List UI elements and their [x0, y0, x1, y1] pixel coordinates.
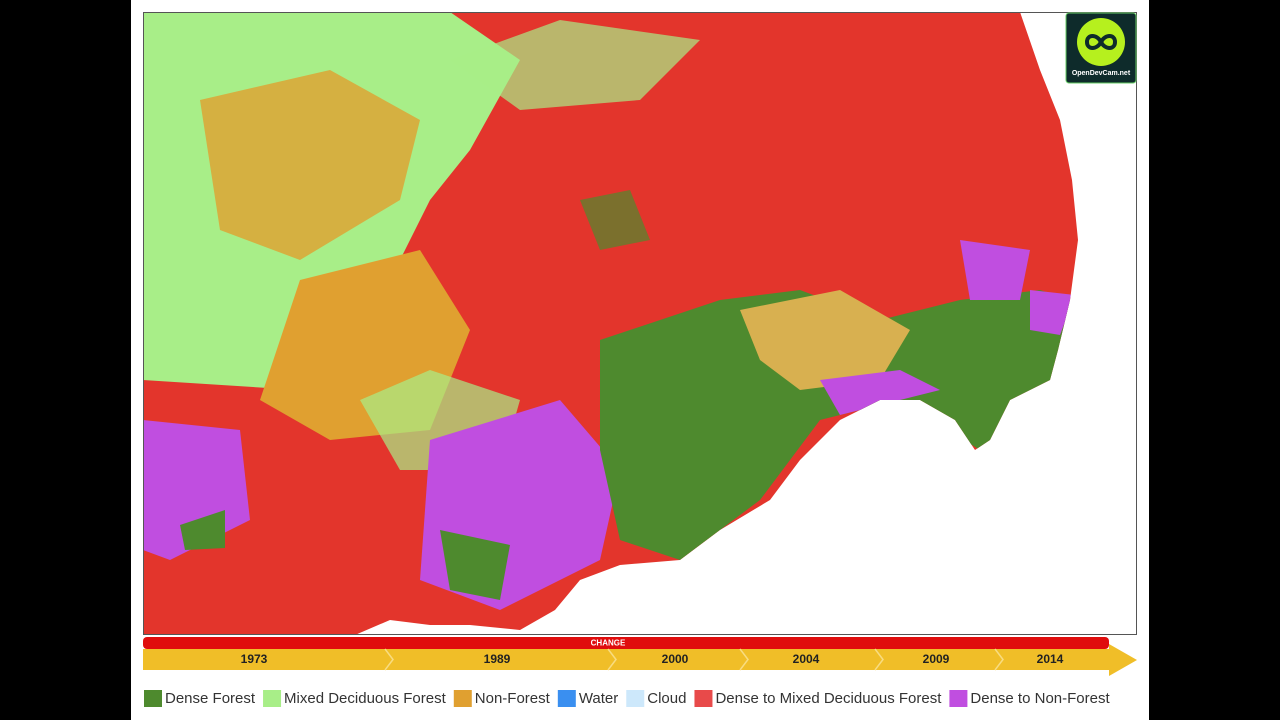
map: [143, 12, 1137, 635]
legend-label: Water: [579, 690, 618, 707]
legend-swatch: [453, 690, 472, 707]
legend-swatch: [557, 690, 576, 707]
legend-swatch: [144, 690, 162, 707]
timeline-separator: [384, 648, 394, 671]
timeline-year: 2009: [923, 652, 950, 666]
legend-swatch: [949, 690, 968, 707]
legend-swatch: [626, 690, 645, 707]
timeline-separator: [874, 648, 884, 671]
legend-label: Mixed Deciduous Forest: [284, 690, 447, 707]
logo-text: OpenDevCam.net: [1072, 70, 1131, 77]
timeline-label: CHANGE: [591, 639, 626, 648]
legend-label: Non-Forest: [475, 690, 551, 707]
timeline-separator: [739, 648, 749, 671]
timeline-year: 1973: [241, 652, 268, 666]
legend-label: Dense to Mixed Deciduous Forest: [715, 690, 942, 707]
legend-label: Dense Forest: [165, 690, 256, 707]
legend-label: Cloud: [647, 690, 686, 707]
legend-swatch: [694, 690, 713, 707]
timeline-year: 2000: [662, 652, 689, 666]
legend: Dense Forest Mixed Deciduous Forest Non-Fo…: [144, 690, 1110, 707]
timeline: CHANGE 1973 1989 2000 2004 2009 2014: [143, 637, 1137, 676]
timeline-separator: [607, 648, 617, 671]
timeline-year: 2014: [1037, 652, 1064, 666]
timeline-year: 1989: [484, 652, 511, 666]
logo: OpenDevCam.net: [1065, 12, 1137, 84]
timeline-separator: [994, 648, 1004, 671]
timeline-year: 2004: [793, 652, 820, 666]
legend-swatch: [263, 690, 282, 707]
legend-label: Dense to Non-Forest: [970, 690, 1110, 707]
